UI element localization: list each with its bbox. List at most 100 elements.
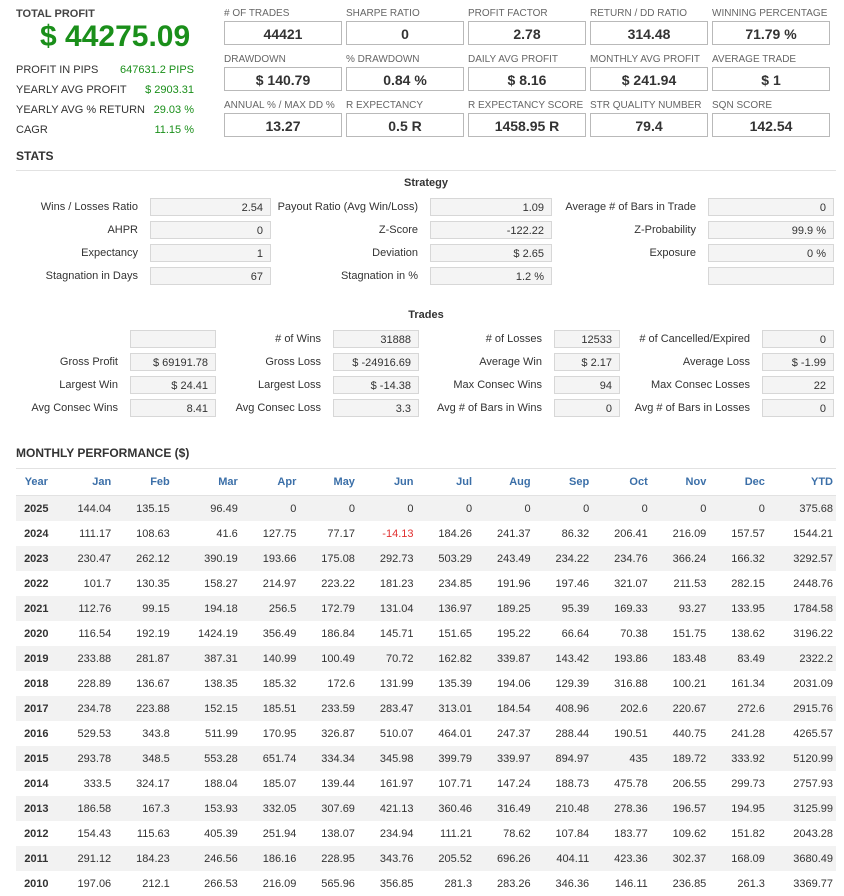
value-cell: 272.6: [709, 696, 768, 721]
summary-label: PROFIT IN PIPS: [16, 64, 99, 76]
summary-row-cagr: CAGR 11.15 %: [16, 124, 194, 138]
value-cell: 475.78: [614, 777, 648, 790]
value-cell: 399.79: [416, 746, 476, 771]
year-cell: 2022: [24, 577, 49, 590]
value-cell: 262.12: [114, 546, 173, 571]
value-cell: 172.79: [299, 596, 358, 621]
value-cell: 115.63: [136, 827, 170, 840]
column-header-year: Year: [16, 468, 56, 496]
value-cell: 651.74: [240, 746, 300, 771]
stat-value: 12533: [554, 330, 620, 348]
stat-value: 0 %: [708, 244, 834, 262]
value-cell: 696.26: [475, 846, 534, 871]
value-cell: 210.48: [533, 796, 593, 821]
value-cell: 261.3: [737, 877, 765, 890]
value-cell: 206.41: [614, 527, 648, 540]
value-cell: 197.46: [555, 577, 590, 590]
value-cell: 195.22: [496, 627, 531, 640]
value-cell: 130.35: [136, 577, 170, 590]
value-cell: 324.17: [136, 777, 170, 790]
value-cell: 186.84: [321, 627, 355, 640]
metric-value: 13.27: [224, 113, 342, 137]
value-cell: 343.8: [142, 727, 170, 740]
stat-value: 1: [150, 244, 271, 262]
value-cell: 3292.57: [767, 546, 836, 571]
value-cell: 356.49: [262, 627, 297, 640]
stat-value: $ 24.41: [130, 376, 216, 394]
monthly-heading: MONTHLY PERFORMANCE ($): [16, 446, 190, 460]
value-cell: 326.87: [321, 727, 355, 740]
stat-label: Avg Consec Wins: [31, 402, 118, 414]
value-cell: 161.97: [379, 777, 414, 790]
total-profit-label: TOTAL PROFIT: [16, 8, 95, 20]
column-header-apr: Apr: [240, 468, 300, 496]
value-cell: 151.75: [672, 627, 707, 640]
value-cell: 281.87: [114, 646, 173, 671]
column-header-nov: Nov: [650, 468, 710, 496]
value-cell: 233.59: [299, 696, 358, 721]
value-cell: 140.99: [240, 646, 300, 671]
metric-label: R EXPECTANCY SCORE: [468, 100, 584, 111]
year-cell: 2024: [24, 527, 49, 540]
metric-average-trade: AVERAGE TRADE $ 1: [712, 54, 830, 91]
stat-value: 1.2 %: [430, 267, 552, 285]
metric-label: DAILY AVG PROFIT: [468, 54, 559, 65]
metric-value: 0.84 %: [346, 67, 464, 91]
trades-heading: Trades: [408, 309, 444, 321]
stat-value: 31888: [333, 330, 419, 348]
value-cell: 339.87: [475, 646, 534, 671]
value-cell: 241.28: [731, 727, 765, 740]
column-header-aug: Aug: [475, 468, 534, 496]
stat-label: Deviation: [372, 247, 418, 259]
value-cell: 186.16: [240, 846, 300, 871]
metric-return-dd-ratio: RETURN / DD RATIO 314.48: [590, 8, 708, 45]
value-cell: 278.36: [592, 796, 651, 821]
stat-value: $ 69191.78: [130, 353, 216, 371]
value-cell: 107.84: [555, 827, 590, 840]
metric-value: $ 1: [712, 67, 830, 91]
table-row: 2012 154.43 115.63 405.39 251.94 138.07 234.94…: [16, 821, 836, 846]
value-cell: 78.62: [503, 827, 531, 840]
metric-trades: # OF TRADES 44421: [224, 8, 342, 45]
value-cell: 170.95: [262, 727, 297, 740]
value-cell: 464.01: [438, 727, 473, 740]
value-cell: 1424.19: [198, 627, 238, 640]
value-cell: 241.37: [496, 527, 531, 540]
value-cell: 197.06: [77, 877, 112, 890]
value-cell: 283.26: [496, 877, 531, 890]
value-cell: 223.88: [114, 696, 173, 721]
value-cell: 3196.22: [793, 627, 833, 640]
year-cell: 2012: [24, 827, 49, 840]
column-header-jul: Jul: [416, 468, 476, 496]
strategy-heading: Strategy: [403, 177, 449, 189]
stat-value: [130, 330, 216, 348]
metric-value: 142.54: [712, 113, 830, 137]
value-cell: 193.66: [240, 546, 300, 571]
metric-drawdown: DRAWDOWN $ 140.79: [224, 54, 342, 91]
value-cell: 334.34: [299, 746, 358, 771]
value-cell: 70.38: [620, 627, 648, 640]
value-cell: 205.52: [416, 846, 476, 871]
value-cell: 387.31: [172, 646, 241, 671]
metric-label: SQN SCORE: [712, 100, 773, 111]
value-cell: 100.21: [672, 677, 707, 690]
value-cell: 0: [533, 495, 593, 521]
value-cell: 0: [357, 495, 417, 521]
value-cell: 194.06: [496, 677, 531, 690]
value-cell: 144.04: [55, 495, 115, 521]
value-cell: 440.75: [672, 727, 707, 740]
monthly-performance-table: Year Jan Feb Mar Apr May Jun Jul Aug Sep Oct Nov Dec…: [16, 468, 836, 896]
summary-row-yearly-avg-profit: YEARLY AVG PROFIT $ 2903.31: [16, 84, 194, 98]
stat-label: Average Loss: [682, 356, 750, 368]
value-cell: 172.6: [327, 677, 355, 690]
table-row: 2025 144.04 135.15 96.49 0 0 0 0 0 0 0 0 0 375.68: [16, 495, 836, 521]
value-cell: 339.97: [475, 746, 534, 771]
value-cell: 0: [475, 495, 534, 521]
value-cell: 185.07: [262, 777, 297, 790]
column-header-dec: Dec: [709, 468, 768, 496]
summary-row-yearly-avg-return: YEARLY AVG % RETURN 29.03 %: [16, 104, 194, 118]
metric-value: 0: [346, 21, 464, 45]
value-cell: 234.22: [533, 546, 593, 571]
value-cell: 435: [592, 746, 651, 771]
stat-label: [16, 330, 118, 348]
